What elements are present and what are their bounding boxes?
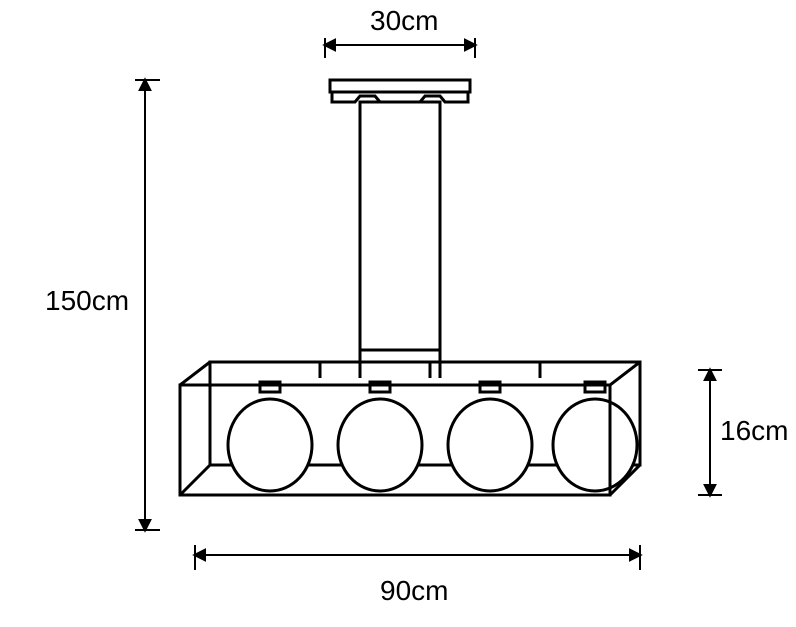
dim-bottom-label: 90cm: [380, 575, 448, 606]
bulb-2: [338, 399, 422, 491]
dim-top-label: 30cm: [370, 5, 438, 36]
bulb-3: [448, 399, 532, 491]
dim-left: 150cm: [45, 80, 160, 530]
hanger-column: [360, 102, 440, 350]
bulb-1: [228, 399, 312, 491]
ceiling-plate: [330, 80, 470, 102]
bulb-4: [553, 399, 637, 491]
dim-bottom: 90cm: [195, 545, 640, 606]
column-join: [360, 350, 440, 378]
dim-top: 30cm: [325, 5, 475, 58]
dim-right: 16cm: [698, 370, 788, 495]
dim-right-label: 16cm: [720, 415, 788, 446]
dim-left-label: 150cm: [45, 285, 129, 316]
dimension-diagram: 30cm 150cm: [0, 0, 796, 627]
